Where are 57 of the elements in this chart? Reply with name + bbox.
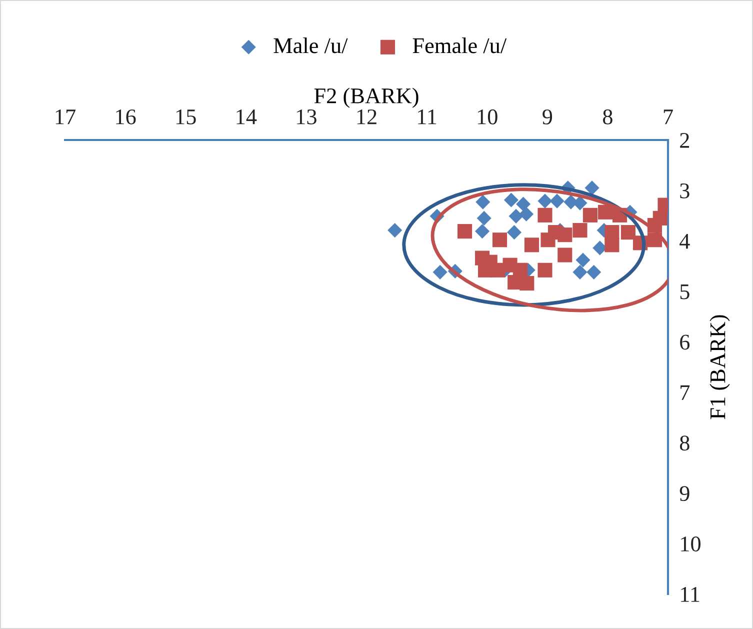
point: [550, 194, 564, 208]
point: [584, 180, 600, 196]
point: [604, 238, 620, 252]
y-tick-label: 10: [681, 536, 700, 552]
point: [538, 208, 552, 222]
point: [598, 204, 613, 220]
x-tick-label: 8: [602, 109, 612, 124]
point: [586, 264, 602, 280]
point: [458, 224, 472, 239]
point: [432, 264, 448, 280]
x-tick-label: 9: [542, 109, 552, 124]
legend-label: Male /u/: [274, 38, 348, 54]
point: [652, 210, 668, 226]
y-tick-label: 9: [680, 486, 690, 502]
y-tick-label: 6: [680, 334, 690, 350]
point: [520, 276, 534, 291]
point: [538, 262, 552, 278]
point: [506, 225, 522, 240]
point: [504, 192, 519, 208]
point: [492, 232, 508, 248]
y-tick-label: 2: [680, 132, 689, 148]
y-tick-label: 7: [680, 385, 690, 400]
point: [516, 196, 531, 212]
point: [576, 252, 590, 268]
x-tick-label: 11: [418, 109, 436, 124]
x-tick-label: 15: [176, 109, 196, 124]
point: [572, 264, 588, 280]
point: [519, 206, 534, 222]
x-tick-label: 12: [357, 109, 376, 124]
x-tick-label: 16: [116, 109, 136, 124]
point: [572, 223, 588, 238]
point: [476, 194, 490, 210]
y-tick-label: 4: [680, 234, 690, 249]
x-tick-label: 7: [664, 110, 673, 124]
point: [474, 224, 490, 239]
y-tick-label: 11: [681, 587, 700, 602]
point: [388, 223, 402, 238]
point: [558, 248, 572, 262]
point: [620, 225, 636, 240]
x-tick-label: 14: [236, 109, 257, 124]
point: [582, 208, 598, 222]
y-tick-label: 8: [680, 436, 690, 451]
x-tick-label: 10: [478, 109, 498, 124]
y-axis-title: F1 (BARK): [710, 315, 730, 420]
point: [572, 196, 588, 210]
legend-label: Female /u/: [412, 38, 507, 54]
point: [558, 228, 572, 242]
x-tick-label: 17: [56, 109, 76, 124]
x-tick-label: 13: [297, 109, 316, 124]
point: [508, 208, 524, 224]
point: [476, 210, 492, 226]
x-axis-title: F2 (BARK): [314, 88, 418, 108]
y-tick-label: 5: [680, 284, 690, 300]
point: [512, 262, 528, 278]
point: [524, 238, 540, 252]
y-tick-label: 3: [680, 183, 690, 198]
point: [538, 194, 552, 208]
